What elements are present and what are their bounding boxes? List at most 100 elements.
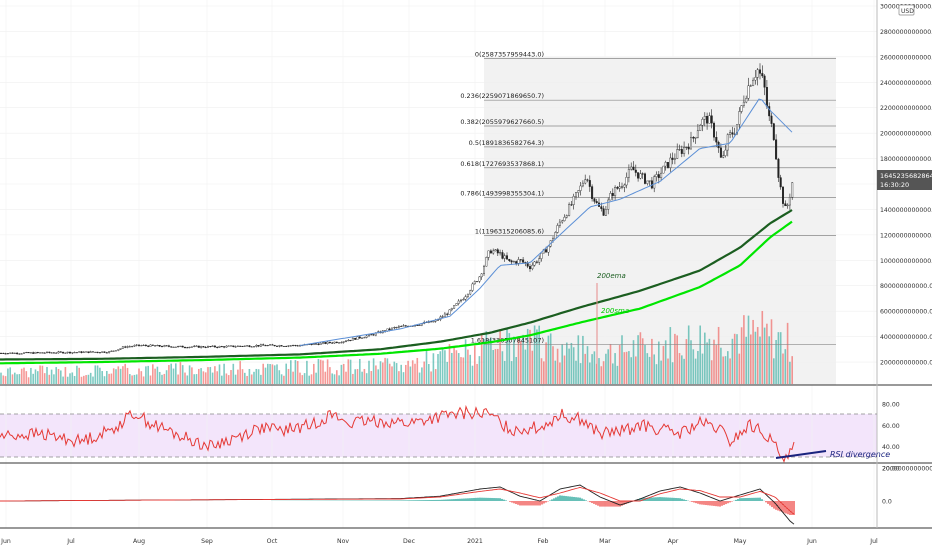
volume-bar [253,371,255,384]
candle [554,232,557,239]
candle [595,201,598,204]
candle [108,351,111,353]
candle [188,346,191,348]
volume-bar [766,323,768,384]
time-tick: Sep [201,538,213,545]
volume-bar [667,358,669,384]
time-axis[interactable]: Jun Jul Aug Sep Oct Nov Dec 2021 Feb Mar Apr May Jun… [0,538,878,545]
candle [236,345,239,347]
candle [782,186,785,204]
macd-hist-bar [723,501,725,505]
volume-bar [269,363,271,384]
volume-bar [25,371,28,384]
volume-bar [248,368,251,384]
volume-bar [170,363,172,384]
volume-bar [462,357,465,384]
candle [117,349,120,351]
candle [731,132,734,135]
volume-bar [678,353,681,384]
volume-bar [568,348,570,384]
volume-bar [103,376,106,384]
volume-bar [188,365,191,384]
macd-hist-bar [467,498,469,501]
volume-bar [759,336,761,384]
volume-bar [639,332,642,384]
candle [581,182,584,187]
price-tick: 600000000000.0 [880,309,932,316]
candle [418,324,421,326]
price-tick: 1400000000000.0 [880,207,932,214]
macd-hist-bar [781,501,783,513]
volume-bar [60,370,62,384]
volume-bar [326,359,329,384]
macd-hist-bar [429,500,431,501]
candle [483,265,486,275]
time-tick: Apr [668,538,679,545]
candle [163,345,166,347]
volume-bar [96,365,99,384]
volume-bar [30,367,32,384]
candle [575,192,578,197]
volume-bar [570,342,573,384]
candle [747,85,750,99]
macd-hist-bar [557,496,559,501]
time-tick: May [734,538,747,545]
currency-badge[interactable] [898,4,915,16]
volume-bar [156,366,159,384]
candle [540,252,543,259]
volume-bar [467,349,469,384]
candle [50,352,53,354]
candle [563,216,566,222]
volume-bar [115,369,117,384]
candle [450,308,453,311]
macd-hist-bar [541,501,543,505]
candle [752,79,755,86]
volume-bar [161,374,163,384]
volume-bar [87,374,90,384]
volume-bar [340,364,343,384]
volume-bar [53,374,55,384]
macd-hist-bar [639,498,641,501]
price-candles [0,63,794,355]
volume-bar [267,363,269,384]
macd-hist-bar [591,501,593,504]
candle [80,351,83,353]
volume-bar [405,364,407,384]
candle [639,173,642,179]
candle [361,337,364,339]
candle [142,344,145,346]
volume-bar [625,351,628,384]
candle [354,337,357,340]
candle [342,341,345,343]
macd-hist-bar [613,501,615,507]
volume-bar [497,348,499,384]
macd-hist-bar [721,501,723,506]
candle [462,299,465,301]
volume-bar [147,365,149,384]
macd-hist-bar [749,497,751,501]
candle [174,346,177,348]
volume-bar [64,367,67,384]
candle [114,350,117,352]
macd-hist-bar [561,495,563,501]
candle [708,115,711,124]
volume-bar [14,372,16,384]
candle [506,255,509,260]
volume-bar [181,365,184,384]
macd-hist-bar [559,495,561,501]
volume-bar [108,373,110,384]
candle [646,180,649,184]
volume-bar [34,369,37,384]
volume-bar [506,328,508,384]
volume-bar [48,374,51,384]
volume-bar [559,362,561,384]
volume-bar [89,372,92,384]
macd-hist-bar [473,497,475,501]
price-tick: 2600000000000.0 [880,54,932,61]
macd-hist-bar [753,497,755,501]
candle [151,344,154,346]
macd-hist-bar [583,499,585,501]
candle [289,345,292,347]
candle [742,101,745,106]
